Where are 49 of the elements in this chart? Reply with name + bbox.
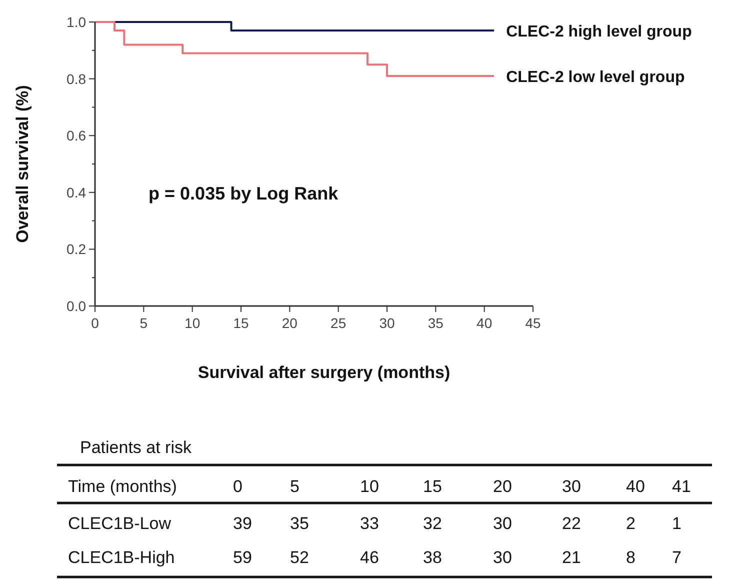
x-tick-label: 20: [282, 315, 298, 331]
data-label: 33: [360, 514, 379, 533]
x-axis-title: Time (months): [68, 477, 177, 496]
x-tick-label: 10: [360, 477, 379, 496]
x-tick-label: 40: [476, 315, 492, 331]
data-label: 59: [233, 548, 252, 567]
x-tick-label: 30: [562, 477, 581, 496]
data-label: 21: [562, 548, 581, 567]
x-tick-label: 25: [330, 315, 346, 331]
y-tick-label: CLEC1B-High: [68, 548, 175, 567]
series-label: CLEC-2 high level group: [506, 24, 692, 41]
x-tick-label: 0: [91, 315, 100, 331]
data-label: 30: [493, 548, 512, 567]
data-label: 39: [233, 514, 252, 533]
data-label: 2: [626, 514, 636, 533]
x-tick-label: 40: [626, 477, 645, 496]
x-tick-label: 30: [379, 315, 395, 331]
data-label: 32: [423, 514, 442, 533]
y-tick-label: 0.4: [66, 184, 86, 200]
data-label: 38: [423, 548, 442, 567]
x-tick-label: 0: [233, 477, 242, 496]
data-label: 30: [493, 514, 512, 533]
data-label: 8: [626, 548, 636, 567]
x-tick-label: 5: [290, 477, 300, 496]
x-tick-label: 5: [140, 315, 148, 331]
x-tick-label: 20: [493, 477, 512, 496]
x-tick-label: 45: [525, 315, 541, 331]
series-label: CLEC-2 low level group: [506, 68, 685, 86]
x-tick-label: 10: [184, 315, 200, 331]
x-tick-label: 15: [233, 315, 249, 331]
y-tick-label: 0.6: [66, 128, 86, 144]
y-tick-label: 0.2: [66, 241, 86, 258]
x-tick-label: 41: [672, 477, 691, 496]
x-tick-label: 15: [423, 477, 442, 496]
data-label: 52: [290, 548, 309, 567]
y-tick-label: 0.8: [66, 70, 86, 87]
x-axis-title: Survival after surgery (months): [198, 363, 450, 382]
y-tick-label: CLEC1B-Low: [68, 514, 172, 533]
data-label: 35: [290, 514, 309, 533]
data-label: 46: [360, 548, 379, 567]
data-label: 7: [672, 548, 682, 567]
data-label: 1: [672, 514, 682, 533]
data-label: 22: [562, 514, 581, 533]
x-tick-label: 35: [428, 315, 444, 331]
annotation: p = 0.035 by Log Rank: [148, 183, 340, 204]
chart-title: Patients at risk: [80, 438, 192, 457]
y-tick-label: 0.0: [66, 298, 86, 314]
y-tick-label: 1.0: [66, 14, 86, 30]
y-axis-title: Overall survival (%): [13, 85, 32, 243]
